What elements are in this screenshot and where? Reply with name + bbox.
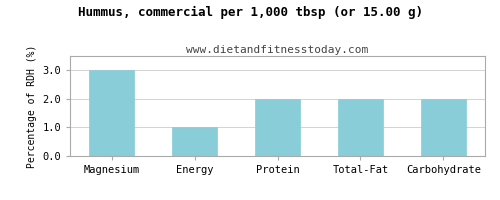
- Text: Hummus, commercial per 1,000 tbsp (or 15.00 g): Hummus, commercial per 1,000 tbsp (or 15…: [78, 6, 422, 19]
- Title: www.dietandfitnesstoday.com: www.dietandfitnesstoday.com: [186, 45, 368, 55]
- Y-axis label: Percentage of RDH (%): Percentage of RDH (%): [26, 44, 36, 168]
- Bar: [254, 99, 300, 156]
- Bar: [89, 70, 134, 156]
- Bar: [338, 99, 383, 156]
- Bar: [420, 99, 466, 156]
- Bar: [172, 127, 218, 156]
